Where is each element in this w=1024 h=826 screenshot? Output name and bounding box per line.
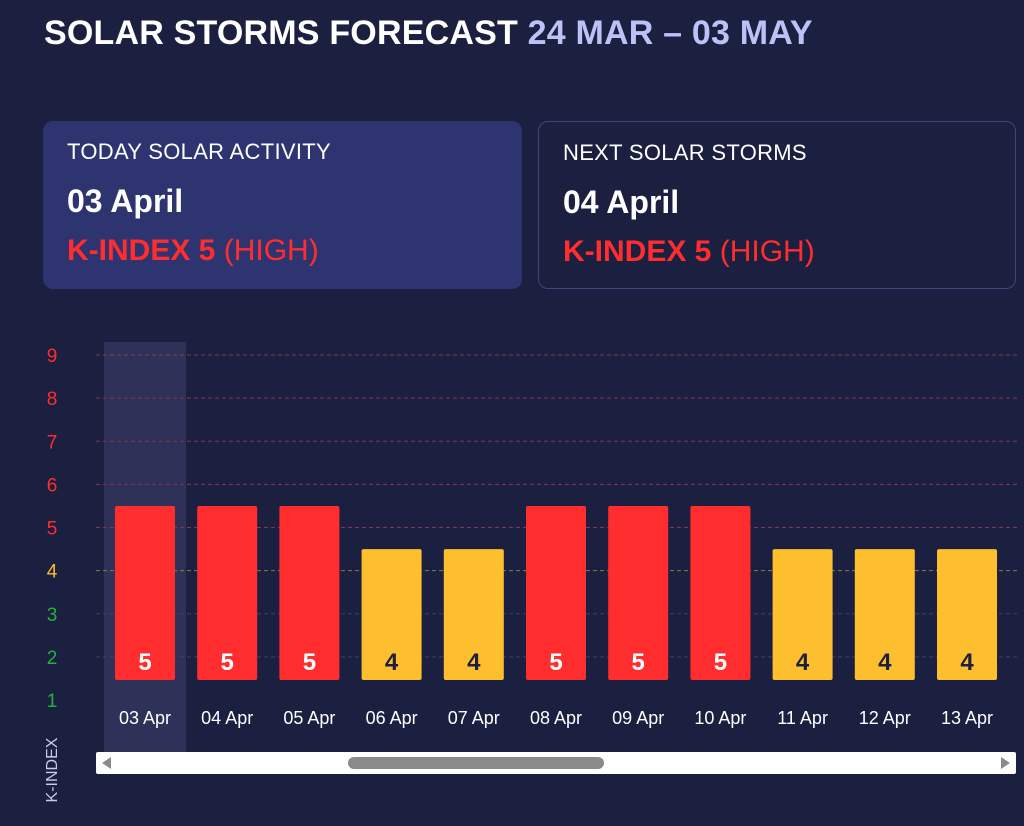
next-kindex-line: K-INDEX 5 (HIGH) — [563, 235, 991, 269]
x-tick-label: 13 Apr — [941, 708, 993, 728]
next-storms-card: NEXT SOLAR STORMS 04 April K-INDEX 5 (HI… — [538, 121, 1016, 289]
today-activity-card: TODAY SOLAR ACTIVITY 03 April K-INDEX 5 … — [43, 121, 522, 289]
y-tick-label: 6 — [47, 475, 58, 496]
bar — [361, 549, 422, 680]
bar-value-label: 5 — [303, 649, 316, 676]
y-tick-label: 3 — [47, 605, 58, 626]
y-tick-label: 9 — [47, 346, 58, 367]
y-tick-label: 7 — [47, 432, 58, 453]
next-card-label: NEXT SOLAR STORMS — [563, 140, 807, 165]
scroll-right-arrow-icon[interactable] — [1001, 757, 1010, 769]
date-range: 24 MAR – 03 MAY — [527, 14, 813, 52]
bar — [690, 505, 751, 680]
bar-value-label: 4 — [467, 649, 481, 676]
bar — [115, 505, 175, 680]
y-tick-label: 4 — [47, 562, 58, 583]
bar-value-label: 5 — [714, 649, 727, 676]
x-tick-label: 05 Apr — [283, 708, 335, 728]
x-tick-label: 11 Apr — [777, 708, 828, 728]
bar — [197, 505, 258, 680]
bar — [772, 549, 833, 680]
next-level: (HIGH) — [719, 235, 815, 268]
x-tick-label: 10 Apr — [694, 708, 746, 728]
chart-scrollbar[interactable] — [96, 752, 1016, 774]
bar-value-label: 5 — [549, 649, 562, 676]
today-kindex-line: K-INDEX 5 (HIGH) — [67, 234, 498, 268]
y-axis-label: K-INDEX — [44, 737, 61, 802]
today-card-label: TODAY SOLAR ACTIVITY — [67, 139, 331, 164]
scrollbar-thumb[interactable] — [348, 757, 604, 769]
y-tick-label: 1 — [47, 691, 58, 712]
y-tick-label: 2 — [47, 648, 58, 669]
bar-value-label: 4 — [796, 649, 810, 676]
today-level: (HIGH) — [223, 234, 319, 267]
bar — [608, 505, 669, 680]
bar — [937, 549, 997, 680]
kindex-bar-chart: 1 2 3 4 5 6 7 8 9 5 03 Apr 5 04 Apr 5 05 Apr 4 06 Apr 4 07… — [44, 342, 1018, 802]
today-card-date: 03 April — [67, 183, 184, 219]
x-tick-label: 03 Apr — [119, 708, 171, 728]
x-tick-label: 06 Apr — [366, 708, 418, 728]
bar — [443, 549, 504, 680]
x-tick-label: 08 Apr — [530, 708, 582, 728]
next-card-date: 04 April — [563, 184, 680, 220]
bar-value-label: 5 — [138, 649, 151, 676]
page-title: SOLAR STORMS FORECAST 24 MAR – 03 MAY — [44, 14, 813, 53]
scroll-left-arrow-icon[interactable] — [102, 757, 111, 769]
x-tick-label: 09 Apr — [612, 708, 664, 728]
y-tick-label: 5 — [47, 519, 58, 540]
today-kindex: K-INDEX 5 — [67, 234, 216, 267]
y-tick-label: 8 — [47, 389, 58, 410]
bar-value-label: 5 — [221, 649, 234, 676]
bar — [526, 505, 586, 680]
bar — [279, 505, 340, 680]
x-tick-label: 07 Apr — [448, 708, 500, 728]
next-kindex: K-INDEX 5 — [563, 235, 712, 268]
x-tick-label: 04 Apr — [201, 708, 253, 728]
bar-value-label: 4 — [385, 649, 399, 676]
bar-value-label: 4 — [878, 649, 892, 676]
bar-value-label: 5 — [632, 649, 645, 676]
bar — [854, 549, 915, 680]
title-text: SOLAR STORMS FORECAST — [44, 14, 518, 52]
x-tick-label: 12 Apr — [859, 708, 911, 728]
bar-value-label: 4 — [960, 649, 974, 676]
